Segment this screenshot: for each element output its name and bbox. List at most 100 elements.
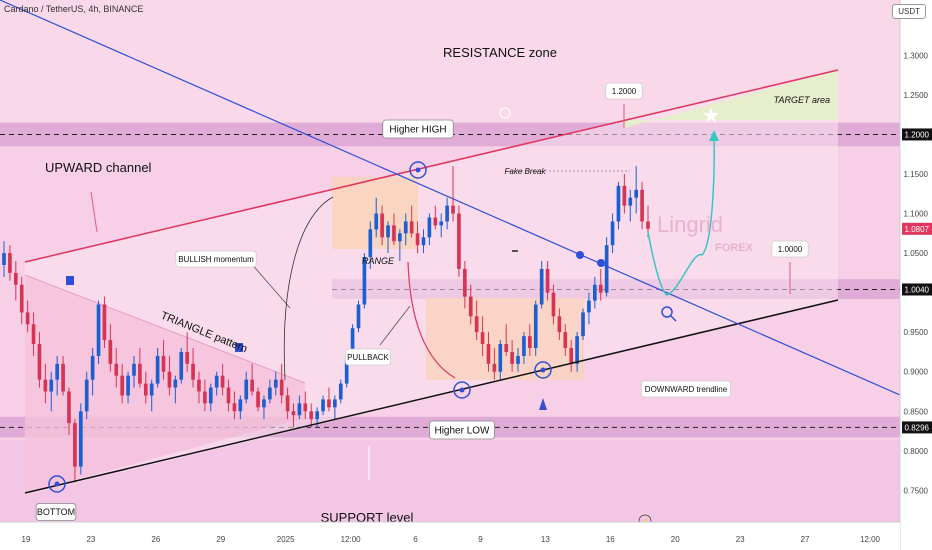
pivot-marker[interactable]	[409, 161, 427, 179]
candle-body[interactable]	[616, 185, 621, 222]
candle-body[interactable]	[628, 197, 633, 206]
candle-body[interactable]	[61, 363, 65, 392]
candle-body[interactable]	[468, 296, 473, 317]
candle-body[interactable]	[78, 411, 83, 467]
price-marker[interactable]	[902, 283, 932, 296]
symbol-title[interactable]: Cardano / TetherUS, 4h, BINANCE	[4, 4, 144, 14]
candle-body[interactable]	[498, 344, 503, 372]
candle-body[interactable]	[167, 371, 172, 388]
candle-body[interactable]	[309, 411, 314, 420]
candle-body[interactable]	[640, 189, 644, 222]
price-axis[interactable]	[900, 0, 932, 550]
candle-body[interactable]	[398, 233, 402, 242]
candle-body[interactable]	[362, 257, 367, 305]
candle-body[interactable]	[421, 237, 426, 246]
candle-body[interactable]	[102, 304, 107, 341]
candle-body[interactable]	[604, 245, 609, 293]
candle-body[interactable]	[569, 348, 574, 364]
candle-body[interactable]	[545, 268, 550, 293]
quote-currency-badge[interactable]: USDT	[892, 4, 926, 19]
candle-body[interactable]	[84, 379, 89, 412]
candle-body[interactable]	[439, 221, 444, 226]
candle-body[interactable]	[504, 344, 509, 352]
price-marker[interactable]	[902, 222, 932, 235]
candle-body[interactable]	[132, 363, 136, 376]
candle-body[interactable]	[433, 217, 438, 226]
pivot-marker[interactable]	[534, 361, 552, 379]
candle-body[interactable]	[13, 272, 18, 285]
candle-body[interactable]	[262, 399, 266, 408]
candle-body[interactable]	[350, 328, 355, 360]
candle-body[interactable]	[463, 268, 467, 297]
candle-body[interactable]	[268, 387, 272, 400]
pivot-marker[interactable]	[48, 475, 66, 493]
candle-body[interactable]	[368, 229, 373, 258]
candle-body[interactable]	[197, 379, 201, 392]
candle-body[interactable]	[2, 253, 6, 265]
candle-body[interactable]	[510, 351, 514, 364]
price-marker[interactable]	[902, 128, 932, 141]
candle-body[interactable]	[563, 332, 568, 348]
candle-body[interactable]	[149, 383, 154, 396]
candle-body[interactable]	[409, 221, 414, 234]
candle-body[interactable]	[480, 332, 485, 345]
pivot-marker[interactable]	[453, 381, 471, 399]
candle-body[interactable]	[25, 312, 30, 325]
candle-body[interactable]	[338, 383, 343, 400]
candle-body[interactable]	[256, 391, 260, 408]
candle-body[interactable]	[557, 316, 562, 333]
candle-body[interactable]	[581, 312, 585, 337]
candle-body[interactable]	[374, 213, 379, 230]
candle-body[interactable]	[73, 423, 77, 467]
candle-body[interactable]	[427, 217, 432, 238]
candle-body[interactable]	[232, 403, 237, 412]
candle-body[interactable]	[445, 205, 449, 222]
candle-body[interactable]	[575, 336, 579, 364]
candle-body[interactable]	[49, 379, 54, 392]
candle-body[interactable]	[114, 363, 119, 376]
candle-body[interactable]	[291, 411, 296, 416]
candle-body[interactable]	[551, 292, 556, 317]
candle-body[interactable]	[392, 225, 396, 242]
candle-body[interactable]	[451, 205, 455, 214]
candle-body[interactable]	[333, 399, 337, 408]
candle-body[interactable]	[528, 336, 532, 348]
candle-body[interactable]	[155, 355, 160, 384]
candle-body[interactable]	[8, 253, 12, 273]
candle-body[interactable]	[208, 387, 213, 404]
candle-body[interactable]	[403, 221, 408, 234]
candle-body[interactable]	[244, 379, 249, 400]
candle-body[interactable]	[622, 185, 627, 206]
candle-body[interactable]	[31, 324, 36, 345]
candle-body[interactable]	[587, 300, 591, 313]
candle-body[interactable]	[126, 375, 130, 396]
candle-body[interactable]	[516, 355, 520, 364]
candle-body[interactable]	[344, 359, 349, 384]
candle-body[interactable]	[474, 316, 479, 333]
candle-body[interactable]	[203, 391, 207, 404]
candle-body[interactable]	[646, 221, 650, 229]
candle-body[interactable]	[90, 355, 95, 380]
candle-body[interactable]	[55, 363, 60, 380]
candle-body[interactable]	[43, 379, 48, 392]
candle-body[interactable]	[214, 375, 219, 388]
candle-body[interactable]	[185, 351, 189, 364]
candle-body[interactable]	[539, 268, 544, 305]
candle-body[interactable]	[279, 379, 284, 396]
candle-body[interactable]	[285, 395, 290, 412]
candle-body[interactable]	[191, 363, 195, 380]
candle-body[interactable]	[380, 213, 384, 238]
candle-body[interactable]	[486, 344, 491, 364]
candle-body[interactable]	[108, 340, 113, 364]
candle-body[interactable]	[297, 403, 302, 416]
candle-body[interactable]	[327, 399, 331, 408]
candle-body[interactable]	[37, 344, 42, 380]
candle-body[interactable]	[315, 411, 319, 420]
candle-body[interactable]	[634, 189, 639, 198]
candle-body[interactable]	[321, 399, 325, 412]
candle-body[interactable]	[138, 363, 142, 384]
candle-body[interactable]	[457, 213, 461, 269]
candle-body[interactable]	[220, 375, 225, 388]
candle-body[interactable]	[161, 355, 166, 372]
